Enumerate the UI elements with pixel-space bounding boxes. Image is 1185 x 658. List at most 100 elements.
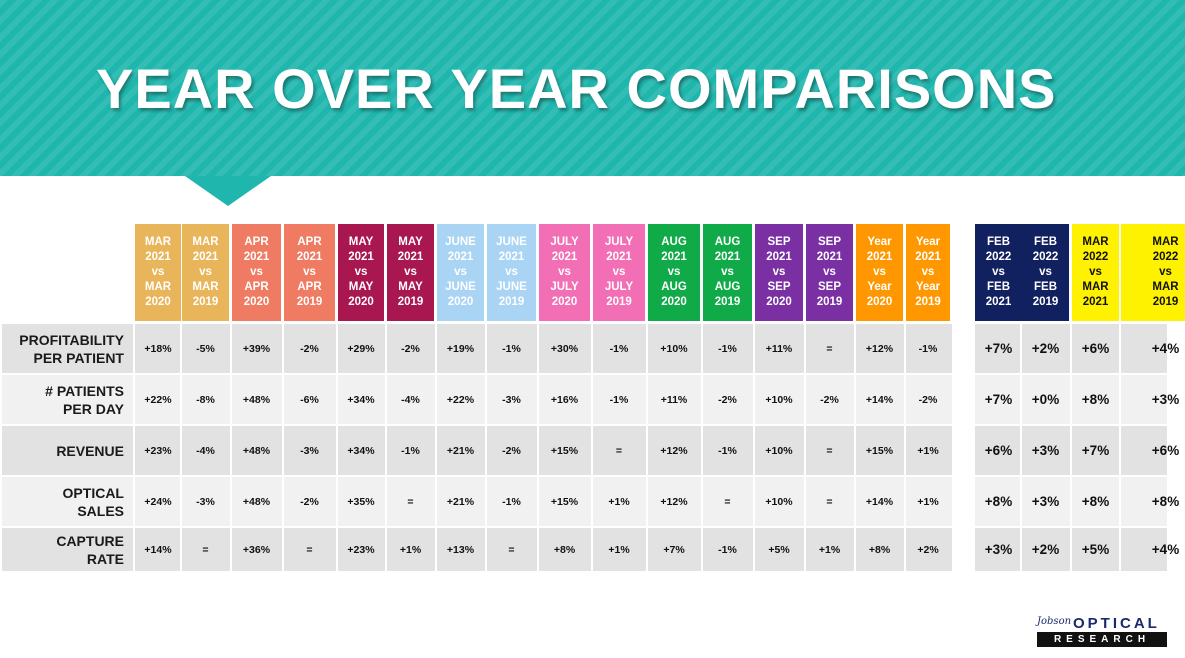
logo-brand-text: OPTICAL bbox=[1073, 615, 1160, 632]
table-cell: +11% bbox=[765, 342, 793, 355]
column-header-line: SEP bbox=[767, 236, 791, 248]
table-cell: -6% bbox=[300, 393, 319, 406]
column-header-line: JUNE bbox=[445, 236, 476, 248]
row-label: CAPTURE RATE bbox=[4, 528, 124, 571]
column-header-line: 2020 bbox=[243, 296, 270, 308]
column-header-line: 2019 bbox=[606, 296, 632, 308]
column-header-line: vs bbox=[612, 266, 626, 278]
table-cell: -1% bbox=[502, 495, 521, 508]
column-header-line: 2021 bbox=[447, 251, 474, 263]
column-header-line: Year bbox=[867, 281, 892, 293]
table-cell: -3% bbox=[502, 393, 521, 406]
column-header-line: AUG bbox=[714, 281, 741, 293]
column-header-line: vs bbox=[199, 266, 212, 278]
column-separator bbox=[1119, 324, 1121, 571]
column-header-line: vs bbox=[873, 266, 886, 278]
column-header-12: AUG 2021 vs AUG 2019 bbox=[703, 224, 752, 321]
table-cell: = bbox=[202, 543, 209, 556]
column-header-line: 2020 bbox=[145, 296, 171, 308]
column-header-line: MAY bbox=[398, 281, 423, 293]
table-cell: +1% bbox=[608, 495, 630, 508]
column-header-line: 2022 bbox=[1082, 251, 1109, 263]
column-header-line: MAY bbox=[348, 281, 374, 293]
column-header-line: 2021 bbox=[145, 251, 171, 263]
column-header-line: MAR bbox=[192, 281, 219, 293]
column-header-line: 2022 bbox=[1032, 251, 1059, 263]
column-separator bbox=[230, 324, 232, 571]
table-cell: +1% bbox=[917, 444, 939, 457]
row-background bbox=[2, 375, 952, 424]
table-cell: +21% bbox=[446, 444, 475, 457]
column-header-line: vs bbox=[505, 266, 518, 278]
column-separator bbox=[753, 324, 755, 571]
column-separator bbox=[282, 324, 284, 571]
table-cell: +35% bbox=[347, 495, 375, 508]
column-header-line: SEP bbox=[767, 281, 791, 293]
table-cell: -2% bbox=[401, 342, 420, 355]
column-separator bbox=[973, 324, 975, 571]
table-cell: = bbox=[407, 495, 414, 508]
table-cell: +15% bbox=[550, 495, 579, 508]
table-cell: -8% bbox=[196, 393, 215, 406]
column-separator bbox=[804, 324, 806, 571]
column-separator bbox=[701, 324, 703, 571]
table-cell: +15% bbox=[865, 444, 894, 457]
column-header-line: JUNE bbox=[496, 281, 527, 293]
row-label-line: CAPTURE bbox=[56, 532, 124, 549]
row-label: # PATIENTS PER DAY bbox=[4, 375, 124, 424]
column-header-line: MAY bbox=[348, 236, 374, 248]
column-header-14: SEP 2021 vs SEP 2019 bbox=[806, 224, 853, 321]
column-separator bbox=[180, 324, 182, 571]
column-separator bbox=[385, 324, 387, 571]
table-cell: +4% bbox=[1151, 341, 1180, 356]
column-header-line: 2021 bbox=[985, 296, 1012, 308]
table-cell: -2% bbox=[820, 393, 839, 406]
table-cell: -2% bbox=[300, 342, 319, 355]
column-header-line: 2021 bbox=[397, 251, 424, 263]
column-header-line: FEB bbox=[1034, 281, 1057, 293]
table-cell: +0% bbox=[1031, 392, 1060, 407]
table-cell: +7% bbox=[984, 341, 1013, 356]
row-label-line: SALES bbox=[77, 502, 124, 519]
table-cell: -1% bbox=[502, 342, 521, 355]
table-cell: -2% bbox=[502, 444, 521, 457]
table-cell: +7% bbox=[663, 543, 685, 556]
table-cell: +1% bbox=[818, 543, 841, 556]
column-header-line: 2021 bbox=[348, 251, 374, 263]
table-cell: +11% bbox=[660, 393, 688, 406]
column-header-line: 2020 bbox=[551, 296, 578, 308]
column-header-6: MAY 2021 vs MAY 2019 bbox=[387, 224, 434, 321]
row-label-line: PER PATIENT bbox=[33, 349, 125, 366]
table-cell: -1% bbox=[918, 342, 938, 355]
row-label-line: REVENUE bbox=[56, 442, 124, 459]
column-separator bbox=[1020, 324, 1022, 571]
column-header-line: APR bbox=[244, 236, 269, 248]
row-background bbox=[2, 426, 952, 475]
header-banner bbox=[0, 0, 1185, 176]
table-cell: +34% bbox=[347, 393, 375, 406]
table-cell: +13% bbox=[446, 543, 475, 556]
column-header-line: AUG bbox=[661, 236, 687, 248]
column-header-line: JULY bbox=[550, 236, 579, 248]
logo-sub-text: RESEARCH bbox=[1037, 632, 1167, 647]
table-cell: = bbox=[508, 543, 515, 556]
column-header-line: 2019 bbox=[1032, 296, 1059, 308]
table-cell: -1% bbox=[718, 444, 737, 457]
column-header-line: Year bbox=[915, 281, 941, 293]
column-header-line: MAR bbox=[1082, 281, 1109, 293]
table-cell: +48% bbox=[242, 444, 271, 457]
column-header-line: MAY bbox=[398, 236, 423, 248]
column-header-line: AUG bbox=[661, 281, 687, 293]
table-cell: +1% bbox=[608, 543, 630, 556]
table-cell: +14% bbox=[865, 393, 894, 406]
column-separator bbox=[336, 324, 338, 571]
column-header-line: APR bbox=[297, 236, 322, 248]
column-header-line: MAR bbox=[192, 236, 219, 248]
column-header-line: MAR bbox=[144, 281, 172, 293]
column-header-line: 2020 bbox=[348, 296, 374, 308]
table-cell: -4% bbox=[401, 393, 420, 406]
column-header-15: Year 2021 vs Year 2020 bbox=[856, 224, 903, 321]
column-header-line: APR bbox=[244, 281, 269, 293]
table-cell: +30% bbox=[550, 342, 579, 355]
column-header-line: FEB bbox=[1034, 236, 1057, 248]
